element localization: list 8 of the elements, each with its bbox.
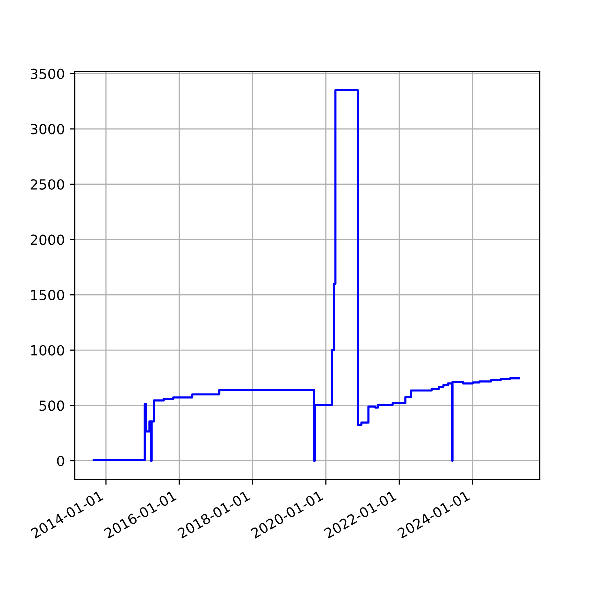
y-tick-label: 3000 — [30, 124, 64, 135]
y-tick-label: 2500 — [30, 179, 64, 190]
y-tick-label: 3500 — [30, 68, 64, 80]
y-tick-label: 0 — [57, 456, 64, 466]
y-tick-label: 1500 — [31, 290, 64, 301]
y-tick-label: 500 — [40, 400, 64, 412]
y-tick-label: 2000 — [30, 234, 64, 246]
y-tick-label: 1000 — [31, 345, 64, 356]
